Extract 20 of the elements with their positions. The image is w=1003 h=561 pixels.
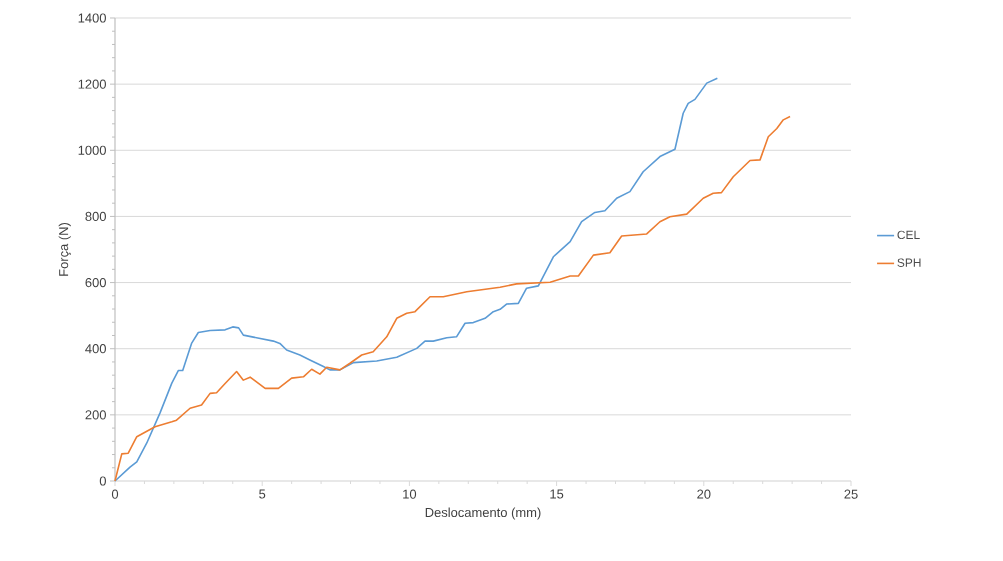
y-tick-label: 1000: [78, 145, 106, 155]
x-tick-label: 15: [550, 489, 564, 499]
y-tick-label: 0: [99, 476, 106, 486]
x-tick-label: 5: [259, 489, 266, 499]
x-axis-title: Deslocamento (mm): [425, 507, 541, 520]
y-tick-label: 600: [85, 277, 106, 288]
legend-label: SPH: [897, 258, 921, 267]
y-tick-label: 800: [85, 211, 106, 222]
legend-label: CEL: [897, 230, 920, 240]
x-tick-label: 10: [403, 489, 417, 499]
y-tick-label: 400: [85, 344, 106, 354]
x-tick-label: 20: [697, 489, 711, 499]
y-axis-title: Força (N): [58, 222, 71, 276]
y-tick-label: 200: [85, 410, 106, 420]
y-tick-label: 1200: [78, 79, 106, 89]
y-tick-label: 1400: [78, 13, 106, 23]
x-tick-label: 25: [844, 489, 858, 499]
x-tick-label: 0: [111, 489, 119, 499]
line-series: [114, 77, 719, 482]
line-series: [114, 115, 791, 482]
